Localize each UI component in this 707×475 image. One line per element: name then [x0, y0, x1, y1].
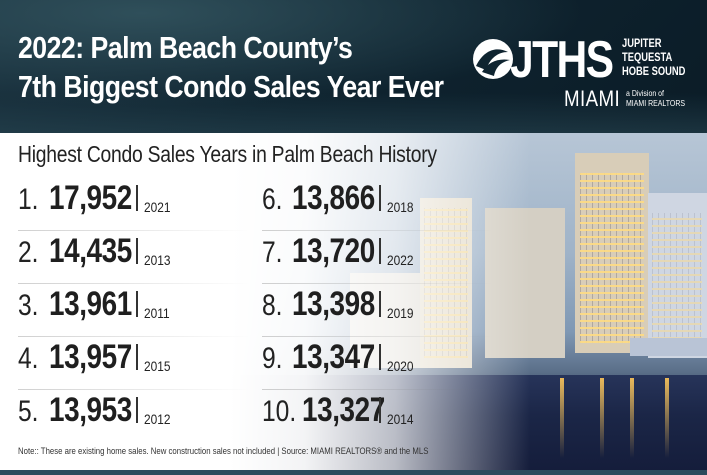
ranking-row: 2. 14,435 2013: [18, 232, 250, 289]
header-banner: 2022: Palm Beach County’s 7th Biggest Co…: [0, 0, 707, 133]
logo-city: MIAMI: [564, 86, 621, 111]
ranking-row: 9. 13,347 2020: [262, 338, 494, 395]
headline-line-1: 2022: Palm Beach County’s: [18, 30, 353, 65]
logo-place-hobe-sound: HOBE SOUND: [622, 64, 686, 78]
light-reflection: [600, 378, 604, 458]
sales-year: 2021: [144, 199, 171, 215]
source-footnote: Note:: These are existing home sales. Ne…: [18, 446, 429, 457]
ranking-column-left: 1. 17,952 2021 2. 14,435 2013 3. 13,961 …: [18, 179, 250, 448]
sales-year: 2019: [387, 305, 414, 321]
rank-number: 5.: [18, 395, 39, 428]
light-reflection: [665, 378, 669, 458]
right-building: [648, 193, 707, 358]
sales-value: 13,327: [302, 391, 385, 429]
sales-year: 2015: [144, 358, 171, 374]
divider: [379, 185, 381, 211]
sales-value: 17,952: [49, 179, 132, 217]
logo-division-line-2: MIAMI REALTORS: [626, 97, 686, 108]
logo-division: a Division of MIAMI REALTORS: [626, 88, 686, 108]
light-reflection: [560, 378, 564, 458]
bridge: [630, 338, 707, 356]
divider: [379, 291, 381, 317]
divider: [136, 397, 138, 423]
sales-value: 13,961: [49, 285, 132, 323]
divider: [379, 397, 381, 423]
logo-place-jupiter: JUPITER: [622, 36, 662, 50]
rank-number: 9.: [262, 342, 283, 375]
logo-division-line-1: a Division of: [626, 88, 664, 98]
jths-logo: JTHS JUPITER TEQUESTA HOBE SOUND MIAMI a…: [470, 31, 700, 112]
divider: [136, 344, 138, 370]
logo-place-tequesta: TEQUESTA: [622, 50, 673, 64]
rank-number: 7.: [262, 236, 283, 269]
ranking-row: 8. 13,398 2019: [262, 285, 494, 342]
divider: [136, 238, 138, 264]
ranking-column-right: 6. 13,866 2018 7. 13,720 2022 8. 13,398 …: [262, 179, 494, 448]
right-building-windows: [652, 213, 702, 353]
ranking-row: 5. 13,953 2012: [18, 391, 250, 448]
bottom-accent-bar: [0, 470, 707, 475]
sales-value: 13,347: [292, 338, 375, 376]
rank-number: 1.: [18, 183, 39, 216]
rank-number: 3.: [18, 289, 39, 322]
ranking-row: 6. 13,866 2018: [262, 179, 494, 236]
sales-year: 2020: [387, 358, 414, 374]
ranking-row: 4. 13,957 2015: [18, 338, 250, 395]
headline-line-2: 7th Biggest Condo Sales Year Ever: [18, 69, 444, 104]
rank-number: 6.: [262, 183, 283, 216]
rank-number: 10.: [262, 395, 297, 428]
sales-value: 13,957: [49, 338, 132, 376]
wave-emblem-icon: [473, 39, 513, 79]
light-reflection: [630, 378, 634, 458]
rank-number: 8.: [262, 289, 283, 322]
sales-value: 13,953: [49, 391, 132, 429]
divider: [379, 238, 381, 264]
divider: [136, 291, 138, 317]
ranking-row: 10. 13,327 2014: [262, 391, 494, 448]
ranking-row: 3. 13,961 2011: [18, 285, 250, 342]
ranking-row: 1. 17,952 2021: [18, 179, 250, 236]
rank-number: 2.: [18, 236, 39, 269]
logo-places: JUPITER TEQUESTA HOBE SOUND: [622, 36, 685, 78]
sales-year: 2013: [144, 252, 171, 268]
subtitle: Highest Condo Sales Years in Palm Beach …: [18, 141, 437, 167]
tower-windows: [580, 173, 644, 343]
sales-value: 14,435: [49, 232, 132, 270]
content-area: Highest Condo Sales Years in Palm Beach …: [0, 133, 707, 475]
sales-value: 13,398: [292, 285, 375, 323]
sales-value: 13,720: [292, 232, 375, 270]
sales-year: 2018: [387, 199, 414, 215]
sales-year: 2014: [387, 411, 414, 427]
rank-number: 4.: [18, 342, 39, 375]
sales-year: 2011: [144, 305, 170, 321]
divider: [379, 344, 381, 370]
sales-value: 13,866: [292, 179, 375, 217]
divider: [136, 185, 138, 211]
logo-brand: JTHS: [510, 31, 614, 89]
sales-year: 2012: [144, 411, 171, 427]
sales-year: 2022: [387, 252, 414, 268]
ranking-row: 7. 13,720 2022: [262, 232, 494, 289]
headline: 2022: Palm Beach County’s 7th Biggest Co…: [18, 28, 444, 106]
